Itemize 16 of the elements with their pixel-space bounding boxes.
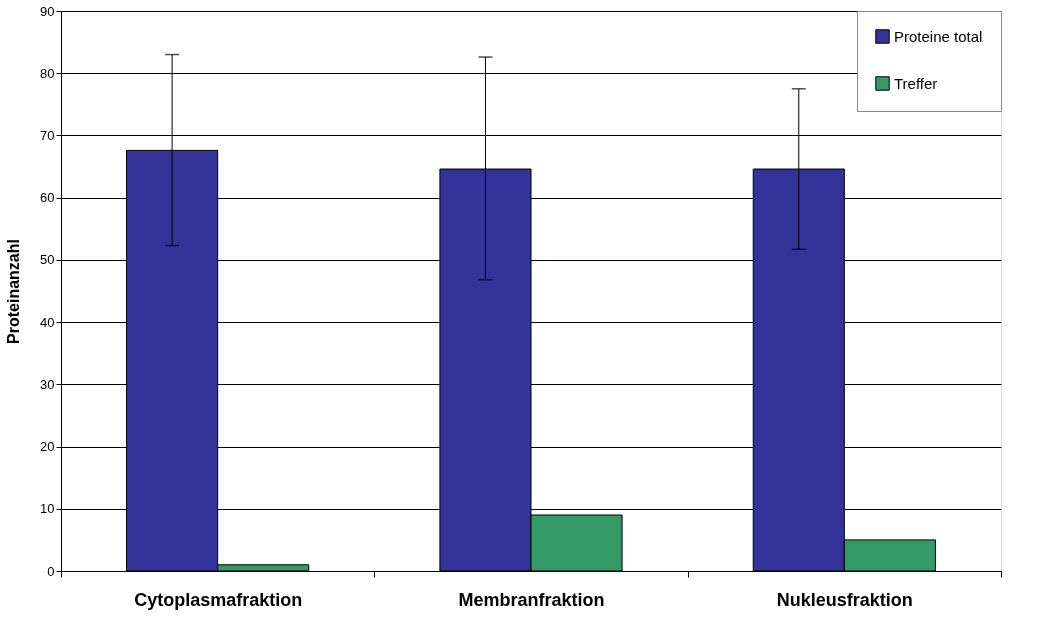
y-axis-title: Proteinanzahl — [5, 239, 23, 344]
x-tick-label: Membranfraktion — [458, 589, 605, 610]
y-tick-label: 80 — [40, 65, 55, 81]
y-tick-label: 10 — [40, 501, 55, 517]
legend-label: Treffer — [894, 74, 938, 92]
y-tick-label: 90 — [40, 3, 55, 19]
y-tick-label: 60 — [40, 190, 55, 206]
y-tick-label: 40 — [40, 314, 55, 330]
x-tick-label: Nukleusfraktion — [776, 589, 913, 610]
y-tick-label: 30 — [40, 376, 55, 392]
y-tick-label: 50 — [40, 252, 55, 268]
y-tick-label: 70 — [40, 127, 55, 143]
x-tick-label: Cytoplasmafraktion — [134, 589, 303, 610]
legend-label: Proteine total — [894, 27, 983, 45]
y-tick-label: 0 — [47, 563, 55, 579]
y-tick-label: 20 — [40, 439, 55, 455]
